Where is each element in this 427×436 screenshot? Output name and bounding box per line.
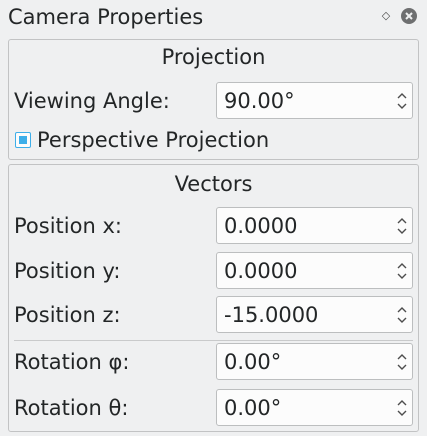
- spin-arrows-icon[interactable]: [396, 215, 408, 237]
- position-z-value[interactable]: -15.0000: [224, 303, 319, 327]
- projection-group: Projection Viewing Angle: 90.00° Perspec…: [8, 39, 419, 160]
- position-y-value[interactable]: 0.0000: [224, 259, 298, 283]
- rotation-phi-value[interactable]: 0.00°: [224, 350, 282, 374]
- position-x-spinbox[interactable]: 0.0000: [216, 207, 413, 244]
- close-icon[interactable]: [401, 8, 417, 24]
- perspective-checkbox[interactable]: [15, 132, 31, 148]
- perspective-label[interactable]: Perspective Projection: [37, 128, 270, 152]
- rotation-phi-spinbox[interactable]: 0.00°: [216, 343, 413, 380]
- position-z-label: Position z:: [14, 303, 121, 327]
- rotation-phi-label: Rotation φ:: [14, 350, 130, 374]
- position-z-spinbox[interactable]: -15.0000: [216, 296, 413, 333]
- spin-arrows-icon[interactable]: [396, 351, 408, 373]
- panel-titlebar[interactable]: Camera Properties ◇: [0, 0, 427, 34]
- position-y-spinbox[interactable]: 0.0000: [216, 252, 413, 289]
- projection-group-title: Projection: [161, 45, 266, 69]
- checkbox-checked-mark: [19, 136, 27, 144]
- vectors-group-title: Vectors: [174, 172, 253, 196]
- rotation-theta-label: Rotation θ:: [14, 396, 129, 420]
- vectors-group: Vectors Position x: 0.0000 Position y: 0…: [8, 164, 419, 432]
- viewing-angle-spinbox[interactable]: 90.00°: [216, 82, 413, 119]
- position-x-label: Position x:: [14, 214, 122, 238]
- separator: [14, 340, 413, 341]
- spin-arrows-icon[interactable]: [396, 397, 408, 419]
- spin-arrows-icon[interactable]: [396, 90, 408, 112]
- diamond-float-icon[interactable]: ◇: [381, 9, 391, 22]
- rotation-theta-value[interactable]: 0.00°: [224, 396, 282, 420]
- position-x-value[interactable]: 0.0000: [224, 214, 298, 238]
- viewing-angle-value[interactable]: 90.00°: [224, 89, 295, 113]
- position-y-label: Position y:: [14, 259, 121, 283]
- panel-title: Camera Properties: [8, 5, 204, 29]
- viewing-angle-label: Viewing Angle:: [14, 89, 170, 113]
- spin-arrows-icon[interactable]: [396, 260, 408, 282]
- rotation-theta-spinbox[interactable]: 0.00°: [216, 389, 413, 426]
- spin-arrows-icon[interactable]: [396, 304, 408, 326]
